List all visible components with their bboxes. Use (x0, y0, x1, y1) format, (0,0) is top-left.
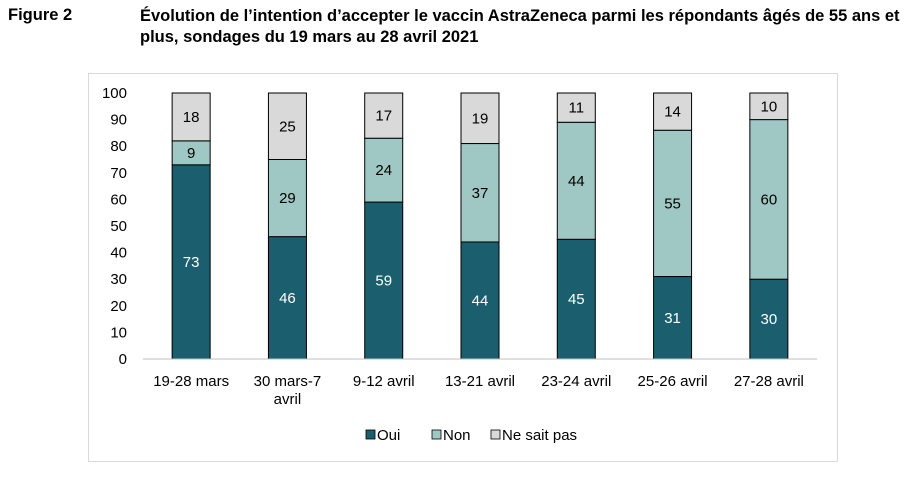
x-tick-label: 19-28 mars (153, 373, 229, 390)
x-tick-label: 9-12 avril (353, 373, 415, 390)
y-tick-label: 60 (110, 191, 127, 208)
x-tick-label: 23-24 avril (541, 373, 611, 390)
data-label: 19 (472, 110, 489, 127)
y-tick-label: 30 (110, 271, 127, 288)
bar-segment-oui (653, 276, 693, 360)
bar-segment-non (556, 121, 596, 240)
x-tick-label: 30 mars-7 avril (254, 373, 322, 408)
data-label: 10 (761, 98, 778, 115)
data-label: 30 (761, 311, 778, 328)
x-tick-label: 27-28 avril (734, 373, 804, 390)
x-tick-label-line: 19-28 mars (153, 373, 229, 390)
data-label: 31 (664, 310, 681, 327)
legend-label: Oui (377, 427, 400, 444)
bar-segment-ne-sait-pas (364, 92, 404, 139)
legend-label: Non (443, 427, 471, 444)
data-label: 55 (664, 195, 681, 212)
x-tick-label-line: 25-26 avril (638, 373, 708, 390)
data-label: 29 (279, 190, 296, 207)
y-tick-label: 70 (110, 165, 127, 182)
chart-title: Évolution de l’intention d’accepter le v… (140, 7, 900, 46)
x-tick-label: 25-26 avril (638, 373, 708, 390)
data-label: 59 (375, 273, 392, 290)
x-tick-label-line: 23-24 avril (541, 373, 611, 390)
x-tick-label-line: 27-28 avril (734, 373, 804, 390)
bar-segment-ne-sait-pas (267, 92, 307, 160)
y-tick-label: 50 (110, 218, 127, 235)
legend-label: Ne sait pas (502, 427, 577, 444)
data-label: 37 (472, 185, 489, 202)
bar-segment-oui (460, 241, 500, 360)
bar-segment-oui (364, 201, 404, 360)
y-tick-label: 0 (119, 351, 127, 368)
y-tick-label: 100 (102, 85, 127, 102)
legend: Oui Non Ne sait pas (365, 427, 577, 444)
bars: 73 9 18 46 29 25 59 24 17 44 37 19 45 44 11 31 55 14 30 60 1… (171, 92, 789, 360)
bar-segment-non (749, 119, 789, 280)
legend-swatch (365, 429, 376, 440)
bar-segment-ne-sait-pas (171, 92, 211, 142)
data-label: 17 (375, 108, 392, 125)
x-tick-label-line: avril (274, 391, 302, 408)
chart-frame (88, 73, 838, 462)
data-label: 44 (472, 292, 489, 309)
y-tick-label: 40 (110, 245, 127, 262)
data-label: 44 (568, 173, 585, 190)
data-label: 25 (279, 118, 296, 135)
data-label: 11 (568, 100, 584, 117)
y-tick-label: 10 (110, 324, 127, 341)
x-tick-label-line: 13-21 avril (445, 373, 515, 390)
data-label: 9 (187, 145, 195, 162)
y-axis-ticks: 0 10 20 30 40 50 60 70 80 90 100 (102, 85, 127, 368)
legend-swatch (431, 429, 442, 440)
x-tick-label-line: 30 mars-7 (254, 373, 322, 390)
figure-label: Figure 2 (8, 6, 73, 24)
bar-segment-ne-sait-pas (460, 92, 500, 145)
bar-segment-non (364, 137, 404, 203)
data-label: 24 (375, 162, 392, 179)
x-tick-label: 13-21 avril (445, 373, 515, 390)
x-axis-labels: 19-28 mars 30 mars-7 avril 9-12 avril 13-21 … (153, 373, 804, 408)
y-tick-label: 90 (110, 112, 127, 129)
y-tick-label: 20 (110, 298, 127, 315)
bar-segment-oui (556, 238, 596, 360)
data-label: 73 (183, 254, 200, 271)
bar-segment-non (653, 129, 693, 278)
data-label: 18 (183, 109, 200, 126)
data-label: 46 (279, 290, 296, 307)
bar-segment-ne-sait-pas (653, 92, 693, 131)
bar-segment-oui (749, 278, 789, 360)
y-tick-label: 80 (110, 138, 127, 155)
bar-segment-ne-sait-pas (556, 92, 596, 123)
data-label: 14 (664, 104, 681, 121)
legend-swatch (490, 429, 501, 440)
x-tick-label-line: 9-12 avril (353, 373, 415, 390)
data-label: 60 (761, 191, 778, 208)
bar-segment-ne-sait-pas (749, 92, 789, 121)
data-label: 45 (568, 291, 585, 308)
